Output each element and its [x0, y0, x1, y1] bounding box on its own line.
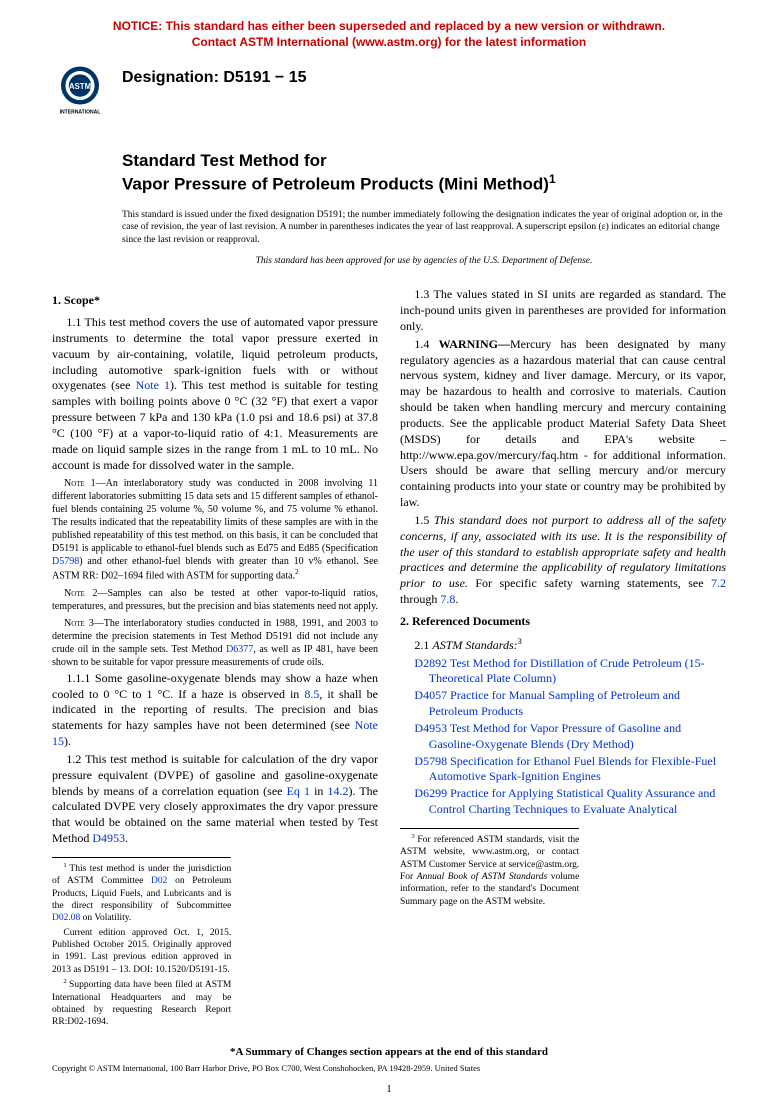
note-2: Note 2—Samples can also be tested at oth… [52, 587, 378, 613]
link-d4953[interactable]: D4953 [92, 831, 125, 845]
footnote-1b: Current edition approved Oct. 1, 2015. P… [52, 927, 231, 976]
para-1-1: 1.1 This test method covers the use of a… [52, 315, 378, 473]
link-d02[interactable]: D02 [151, 876, 167, 886]
para-1-3: 1.3 The values stated in SI units are re… [400, 287, 726, 334]
preamble-approval: This standard has been approved for use … [122, 255, 726, 267]
footnote-1: 1 This test method is under the jurisdic… [52, 862, 231, 925]
ref-item[interactable]: D5798 Specification for Ethanol Fuel Ble… [400, 754, 726, 786]
notice-line2: Contact ASTM International (www.astm.org… [192, 35, 586, 49]
footnote-3: 3 For referenced ASTM standards, visit t… [400, 833, 579, 908]
footnotes-left: 1 This test method is under the jurisdic… [52, 857, 231, 1029]
link-7-2[interactable]: 7.2 [711, 576, 726, 590]
copyright: Copyright © ASTM International, 100 Barr… [52, 1063, 726, 1074]
para-1-5: 1.5 This standard does not purport to ad… [400, 513, 726, 608]
ref-item[interactable]: D2892 Test Method for Distillation of Cr… [400, 656, 726, 688]
notice-line1: NOTICE: This standard has either been su… [113, 19, 665, 33]
title-block: Standard Test Method for Vapor Pressure … [122, 150, 726, 194]
astm-logo: ASTM INTERNATIONAL [52, 62, 108, 118]
para-1-4: 1.4 WARNING—Mercury has been designated … [400, 337, 726, 511]
link-14-2[interactable]: 14.2 [327, 784, 348, 798]
link-d5798[interactable]: D5798 [52, 556, 79, 567]
ref-item[interactable]: D4057 Practice for Manual Sampling of Pe… [400, 688, 726, 720]
para-1-2: 1.2 This test method is suitable for cal… [52, 752, 378, 847]
refs-sub: 2.1 ASTM Standards:3 [400, 636, 726, 654]
ref-item[interactable]: D6299 Practice for Applying Statistical … [400, 786, 726, 818]
scope-heading: 1. Scope* [52, 293, 378, 309]
link-d02-08[interactable]: D02.08 [52, 913, 80, 923]
link-7-8[interactable]: 7.8 [440, 592, 455, 606]
body-columns: 1. Scope* 1.1 This test method covers th… [52, 287, 726, 1028]
title-line2: Vapor Pressure of Petroleum Products (Mi… [122, 172, 726, 195]
title-line1: Standard Test Method for [122, 150, 726, 171]
link-note1[interactable]: Note 1 [136, 378, 170, 392]
notice-banner: NOTICE: This standard has either been su… [52, 18, 726, 50]
footer-note: *A Summary of Changes section appears at… [52, 1045, 726, 1059]
para-1-1-1: 1.1.1 Some gasoline-oxygenate blends may… [52, 671, 378, 750]
refs-heading: 2. Referenced Documents [400, 614, 726, 630]
footnotes-right: 3 For referenced ASTM standards, visit t… [400, 828, 579, 908]
ref-list: D2892 Test Method for Distillation of Cr… [400, 656, 726, 818]
svg-text:INTERNATIONAL: INTERNATIONAL [60, 110, 101, 116]
page-number: 1 [52, 1082, 726, 1096]
svg-text:ASTM: ASTM [69, 82, 91, 91]
link-eq1[interactable]: Eq 1 [287, 784, 310, 798]
footnote-2: 2 Supporting data have been filed at AST… [52, 978, 231, 1029]
header-row: ASTM INTERNATIONAL Designation: D5191 − … [52, 62, 726, 118]
note-1: Note 1—An interlaboratory study was cond… [52, 477, 378, 582]
preamble: This standard is issued under the fixed … [122, 209, 726, 247]
ref-item[interactable]: D4953 Test Method for Vapor Pressure of … [400, 721, 726, 753]
designation: Designation: D5191 − 15 [122, 62, 307, 89]
note-3: Note 3—The interlaboratory studies condu… [52, 617, 378, 669]
link-8-5[interactable]: 8.5 [304, 687, 319, 701]
link-d6377[interactable]: D6377 [226, 644, 253, 655]
